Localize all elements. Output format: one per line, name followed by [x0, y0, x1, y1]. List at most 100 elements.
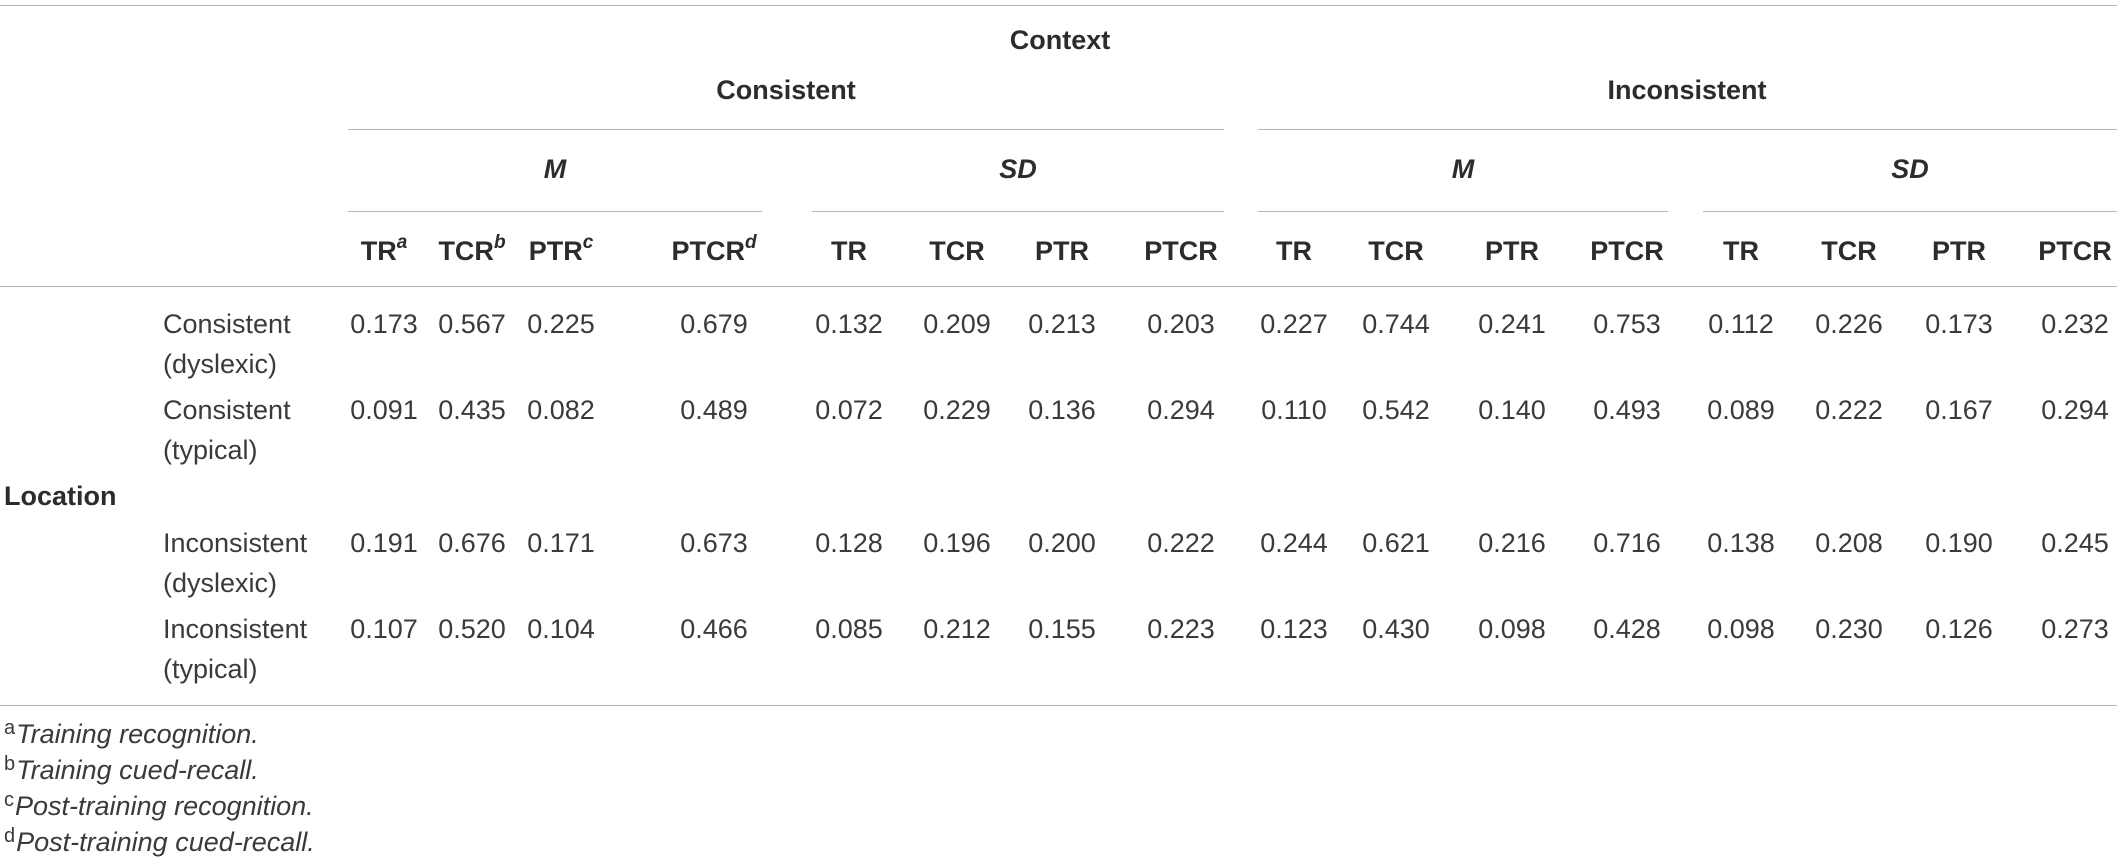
column-header-ptcr: PTCR	[2038, 236, 2112, 266]
table-cell: 0.208	[1815, 528, 1883, 558]
table-cell: 0.123	[1260, 614, 1328, 644]
table-cell: 0.191	[350, 528, 418, 558]
table-cell: 0.110	[1261, 395, 1327, 425]
column-header-ptr: PTRc	[528, 232, 594, 266]
row-label: Consistent	[163, 395, 291, 425]
table-cell: 0.744	[1362, 309, 1430, 339]
column-header-tr: TR	[831, 236, 867, 266]
table-cell: 0.167	[1925, 395, 1993, 425]
table-cell: 0.673	[680, 528, 748, 558]
table-cell: 0.104	[527, 614, 595, 644]
consistent-m-header: M	[543, 154, 567, 184]
inconsistent-m-rule	[1258, 211, 1668, 212]
consistent-m-rule	[348, 211, 762, 212]
table-cell: 0.430	[1362, 614, 1430, 644]
table-cell: 0.567	[438, 309, 506, 339]
table-cell: 0.140	[1478, 395, 1546, 425]
table-cell: 0.716	[1593, 528, 1661, 558]
inconsistent-group-rule	[1258, 129, 2117, 130]
row-group-label: Location	[4, 481, 117, 511]
inconsistent-m-header: M	[1451, 154, 1475, 184]
column-header-ptr: PTR	[1035, 236, 1089, 266]
consistent-sd-header: SD	[999, 154, 1037, 184]
row-sublabel: (dyslexic)	[163, 349, 278, 379]
table-cell: 0.222	[1147, 528, 1215, 558]
table-cell: 0.621	[1362, 528, 1430, 558]
table-cell: 0.098	[1478, 614, 1546, 644]
table-cell: 0.241	[1478, 309, 1546, 339]
table-cell: 0.223	[1147, 614, 1215, 644]
context-header: Context	[1009, 25, 1111, 55]
inconsistent-sd-header: SD	[1891, 154, 1929, 184]
table-cell: 0.082	[527, 395, 595, 425]
consistent-group-rule	[348, 129, 1224, 130]
table-cell: 0.435	[438, 395, 506, 425]
table-cell: 0.428	[1593, 614, 1661, 644]
table-cell: 0.138	[1707, 528, 1775, 558]
table-cell: 0.173	[350, 309, 418, 339]
column-header-tcr: TCRb	[438, 232, 506, 266]
table-cell: 0.190	[1925, 528, 1993, 558]
row-label: Consistent	[163, 309, 291, 339]
table-cell: 0.493	[1593, 395, 1661, 425]
table-cell: 0.203	[1147, 309, 1215, 339]
row-label: Inconsistent	[163, 528, 308, 558]
table-cell: 0.212	[923, 614, 991, 644]
column-header-tr: TR	[1276, 236, 1312, 266]
table-cell: 0.489	[680, 395, 748, 425]
table-cell: 0.085	[815, 614, 883, 644]
consistent-header: Consistent	[716, 75, 856, 105]
table-cell: 0.226	[1815, 309, 1883, 339]
table-cell: 0.294	[1147, 395, 1215, 425]
table-cell: 0.244	[1260, 528, 1328, 558]
table-cell: 0.091	[350, 395, 418, 425]
table-cell: 0.072	[815, 395, 883, 425]
header-bottom-rule	[0, 286, 2117, 287]
column-header-tr: TR	[1723, 236, 1759, 266]
table-bottom-rule	[0, 705, 2117, 706]
consistent-sd-rule	[812, 211, 1224, 212]
table-cell: 0.273	[2041, 614, 2109, 644]
row-sublabel: (typical)	[163, 435, 258, 465]
column-header-ptcr: PTCR	[1144, 236, 1218, 266]
table-cell: 0.676	[438, 528, 506, 558]
row-label: Inconsistent	[163, 614, 308, 644]
table-cell: 0.200	[1028, 528, 1096, 558]
table-cell: 0.542	[1362, 395, 1430, 425]
column-header-ptcr: PTCRd	[671, 232, 757, 266]
table-cell: 0.128	[815, 528, 883, 558]
footnote: aTraining recognition.	[4, 717, 259, 749]
table-cell: 0.520	[438, 614, 506, 644]
table-cell: 0.209	[923, 309, 991, 339]
table-cell: 0.112	[1708, 309, 1774, 339]
footnote: dPost-training cued-recall.	[4, 825, 315, 857]
table-cell: 0.132	[815, 309, 883, 339]
inconsistent-sd-rule	[1703, 211, 2117, 212]
table-cell: 0.753	[1593, 309, 1661, 339]
row-sublabel: (dyslexic)	[163, 568, 278, 598]
column-header-tcr: TCR	[1368, 236, 1424, 266]
top-rule	[0, 5, 2117, 6]
column-header-tcr: TCR	[929, 236, 985, 266]
footnote: cPost-training recognition.	[4, 789, 314, 821]
inconsistent-header: Inconsistent	[1607, 75, 1767, 105]
table-cell: 0.136	[1028, 395, 1096, 425]
table-cell: 0.107	[350, 614, 418, 644]
table-cell: 0.089	[1707, 395, 1775, 425]
table-cell: 0.225	[527, 309, 595, 339]
table-cell: 0.230	[1815, 614, 1883, 644]
table-cell: 0.466	[680, 614, 748, 644]
table-cell: 0.227	[1260, 309, 1328, 339]
column-header-tcr: TCR	[1821, 236, 1877, 266]
row-sublabel: (typical)	[163, 654, 258, 684]
table-cell: 0.679	[680, 309, 748, 339]
table-cell: 0.232	[2041, 309, 2109, 339]
table-cell: 0.213	[1028, 309, 1096, 339]
table-cell: 0.222	[1815, 395, 1883, 425]
table-cell: 0.196	[923, 528, 991, 558]
table-cell: 0.155	[1028, 614, 1096, 644]
footnote: bTraining cued-recall.	[4, 753, 259, 785]
table-cell: 0.098	[1707, 614, 1775, 644]
table-cell: 0.171	[527, 528, 595, 558]
table-cell: 0.126	[1925, 614, 1993, 644]
